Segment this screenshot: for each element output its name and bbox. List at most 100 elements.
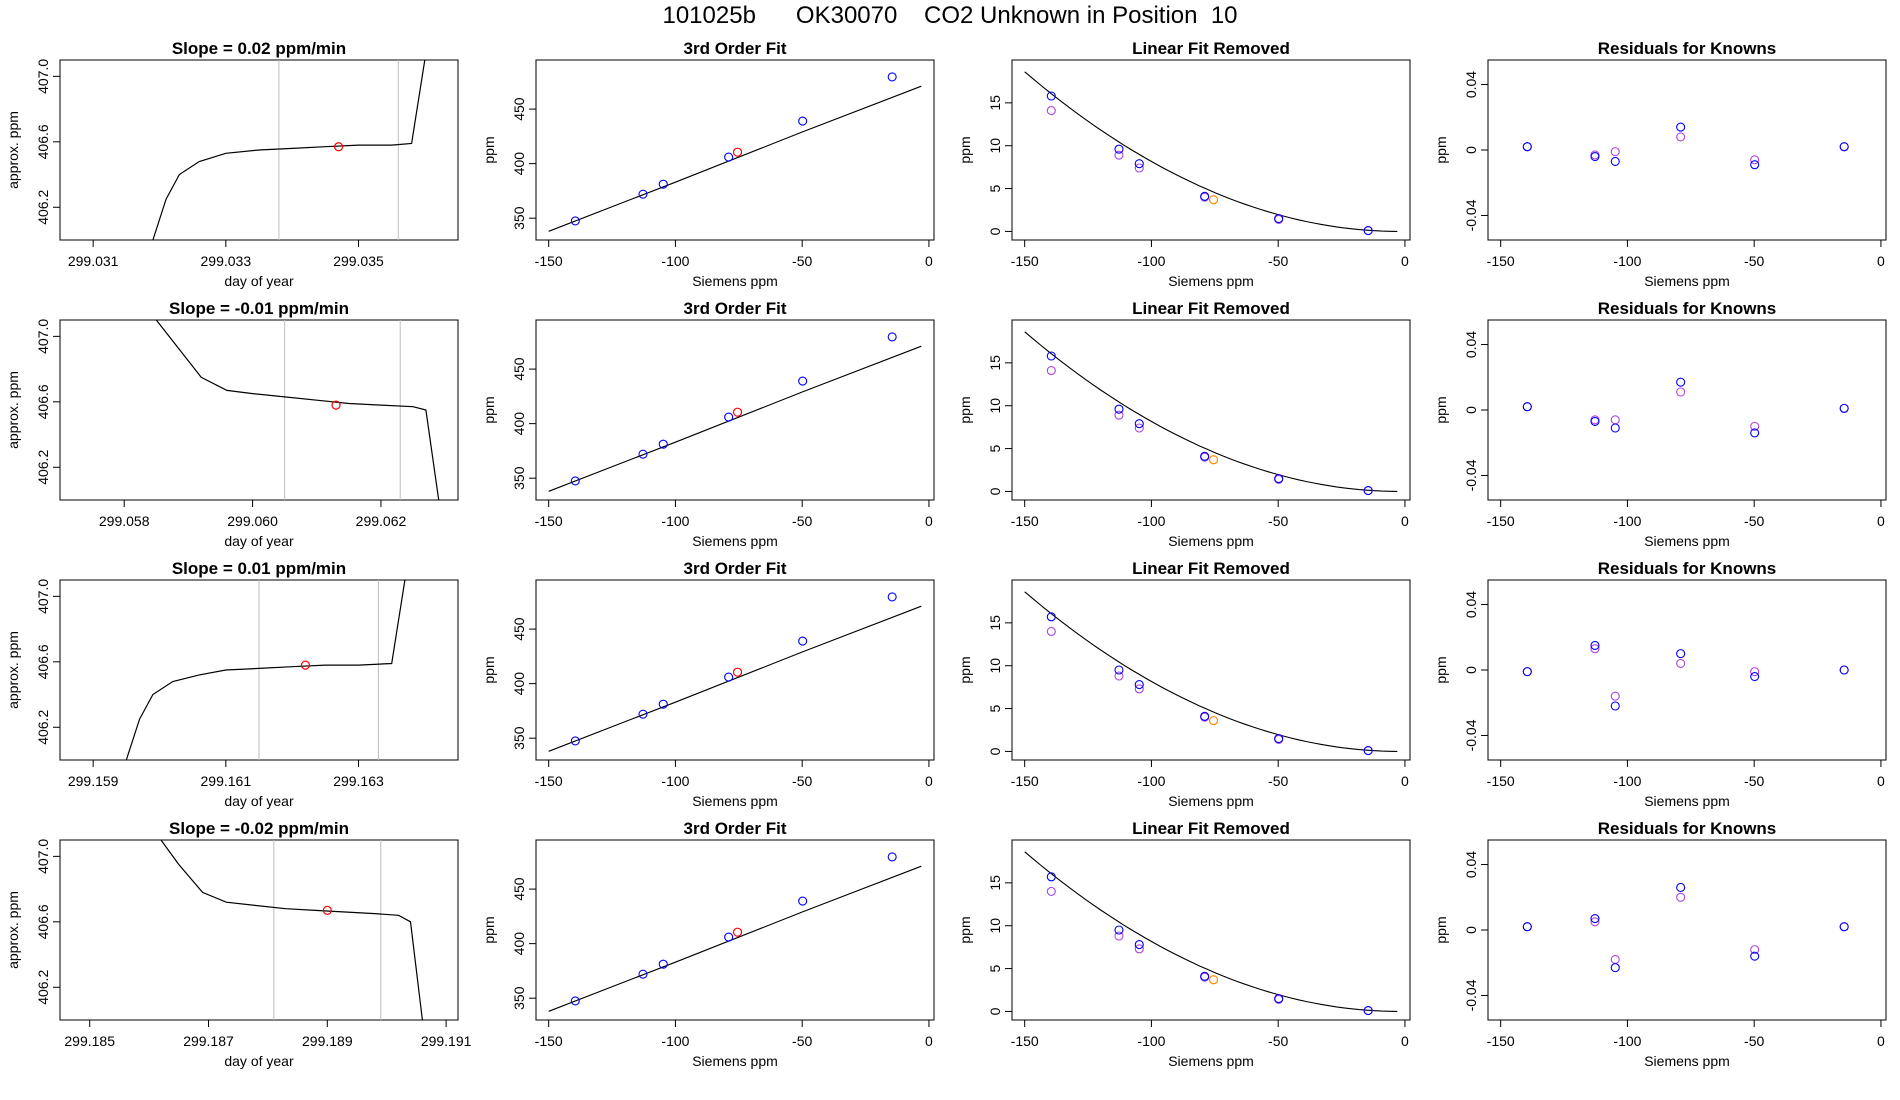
panel-9-fit-curve <box>1024 71 1398 232</box>
panel-8-ytick-label-0: 350 <box>511 986 527 1010</box>
panel-11-fit-curve <box>1024 591 1398 752</box>
panel-5-xtick-label-2: -50 <box>792 253 812 269</box>
panel-10-frame <box>1011 319 1411 501</box>
panel-11-known-point-2 <box>1134 680 1144 690</box>
panel-7-ytick-label-0: 350 <box>511 726 527 750</box>
panel-2-trace <box>155 320 440 500</box>
panel-5-ylabel: ppm <box>481 136 497 163</box>
panel-12-known-alt-point-0 <box>1046 886 1056 896</box>
panel-16-xtick-label-0: -150 <box>1487 1033 1515 1049</box>
panel-12-xtick-label-3: 0 <box>1401 1033 1409 1049</box>
panel-9-ylabel: ppm <box>957 136 973 163</box>
panel-14-xtick-label-0: -150 <box>1487 513 1515 529</box>
panel-12-known-alt-point-1 <box>1114 931 1124 941</box>
panel-16-xtick-label-2: -50 <box>1744 1033 1764 1049</box>
panel-12-xlabel: Siemens ppm <box>1168 1053 1254 1069</box>
panel-1-xtick-label-1: 299.033 <box>201 253 252 269</box>
panel-9-known-point-3 <box>1200 191 1210 201</box>
panel-5-known-point-4 <box>798 116 808 126</box>
panel-16-known-point-0 <box>1522 922 1532 932</box>
panel-14-ytick-label-0: -0.04 <box>1463 459 1479 491</box>
panel-3-trace <box>125 580 406 760</box>
panel-2-ytick-label-2: 407.0 <box>35 319 51 354</box>
panel-9-title: Linear Fit Removed <box>1132 39 1290 58</box>
panel-5-fit-line <box>548 85 922 232</box>
panel-12-known-point-5 <box>1363 1006 1373 1016</box>
panel-11-frame <box>1011 579 1411 761</box>
panel-2-title: Slope = -0.01 ppm/min <box>169 299 349 318</box>
panel-7-xtick-label-0: -150 <box>535 773 563 789</box>
panel-14-known-point-2 <box>1610 423 1620 433</box>
panel-11-xtick-label-2: -50 <box>1268 773 1288 789</box>
panel-9-ytick-label-2: 10 <box>987 138 1003 154</box>
panel-13-known-point-4 <box>1750 160 1760 170</box>
panel-7-known-point-2 <box>658 699 668 709</box>
panel-16-xtick-label-3: 0 <box>1877 1033 1885 1049</box>
panel-3-ylabel: approx. ppm <box>5 631 21 709</box>
panel-7-fit-line <box>548 605 922 752</box>
panel-8-xtick-label-2: -50 <box>792 1033 812 1049</box>
panel-10-title: Linear Fit Removed <box>1132 299 1290 318</box>
panel-12-title: Linear Fit Removed <box>1132 819 1290 838</box>
panel-15-known-point-3 <box>1676 649 1686 659</box>
panel-10-xtick-label-0: -150 <box>1011 513 1039 529</box>
panel-9-known-alt-point-1 <box>1114 150 1124 160</box>
panel-3-xtick-label-2: 299.163 <box>333 773 384 789</box>
panel-9-xtick-label-1: -100 <box>1137 253 1165 269</box>
panel-13-xtick-label-1: -100 <box>1613 253 1641 269</box>
panel-4-xtick-label-1: 299.187 <box>183 1033 234 1049</box>
panel-11-unknown-point <box>1208 715 1219 726</box>
panel-10-ytick-label-1: 5 <box>987 444 1003 452</box>
panel-6-frame <box>535 319 935 501</box>
panel-12-ytick-label-0: 0 <box>987 1007 1003 1015</box>
panel-7-known-point-1 <box>638 709 648 719</box>
panel-10-fit-curve <box>1024 331 1398 492</box>
panel-2-ytick-label-1: 406.6 <box>35 384 51 419</box>
panel-8-ytick-label-2: 450 <box>511 877 527 901</box>
panel-4-ytick-label-0: 406.2 <box>35 970 51 1005</box>
panel-12-known-point-1 <box>1114 925 1124 935</box>
panel-5-unknown-point <box>732 147 743 157</box>
panel-11-known-alt-point-1 <box>1114 671 1124 681</box>
panel-4-ylabel: approx. ppm <box>5 891 21 969</box>
panel-16-known-point-2 <box>1610 963 1620 973</box>
panel-2-frame <box>59 319 459 501</box>
panel-2-xtick-label-1: 299.060 <box>227 513 278 529</box>
panel-9-frame <box>1011 59 1411 241</box>
panel-14-known-point-0 <box>1522 402 1532 412</box>
panel-15-ytick-label-0: -0.04 <box>1463 719 1479 751</box>
panel-9-known-point-5 <box>1363 226 1373 236</box>
panel-13-xlabel: Siemens ppm <box>1644 273 1730 289</box>
panel-14-title: Residuals for Knowns <box>1598 299 1777 318</box>
panel-15-known-point-2 <box>1610 701 1620 711</box>
panel-14-ylabel: ppm <box>1433 396 1449 423</box>
panel-3-xlabel: day of year <box>224 793 294 809</box>
panel-8-xlabel: Siemens ppm <box>692 1053 778 1069</box>
panel-3-unknown-marker <box>300 660 311 670</box>
panel-10-unknown-point <box>1208 455 1219 465</box>
panel-1-ytick-label-0: 406.2 <box>35 190 51 225</box>
panel-16-ylabel: ppm <box>1433 916 1449 943</box>
panel-7-known-point-0 <box>570 736 580 746</box>
panel-5-known-point-2 <box>658 179 668 189</box>
panel-1-title: Slope = 0.02 ppm/min <box>172 39 346 58</box>
panel-13-xtick-label-2: -50 <box>1744 253 1764 269</box>
panel-14-ytick-label-1: 0 <box>1463 406 1479 414</box>
panel-7-title: 3rd Order Fit <box>684 559 787 578</box>
panel-8-known-point-3 <box>724 932 734 942</box>
panel-2-ytick-label-0: 406.2 <box>35 450 51 485</box>
panel-3-ytick-label-2: 407.0 <box>35 579 51 614</box>
panel-12-known-point-4 <box>1274 994 1284 1004</box>
panel-6-xtick-label-2: -50 <box>792 513 812 529</box>
panel-14-known-alt-point-2 <box>1610 415 1620 425</box>
panel-13-ytick-label-0: -0.04 <box>1463 199 1479 231</box>
panel-7-ytick-label-1: 400 <box>511 672 527 696</box>
panel-15-known-alt-point-4 <box>1750 667 1760 677</box>
panel-12-ylabel: ppm <box>957 916 973 943</box>
panel-10-ytick-label-3: 15 <box>987 355 1003 371</box>
panel-12-ytick-label-1: 5 <box>987 964 1003 972</box>
panel-10-ytick-label-2: 10 <box>987 398 1003 414</box>
panel-11-ytick-label-1: 5 <box>987 704 1003 712</box>
panel-4-unknown-marker <box>322 905 332 915</box>
